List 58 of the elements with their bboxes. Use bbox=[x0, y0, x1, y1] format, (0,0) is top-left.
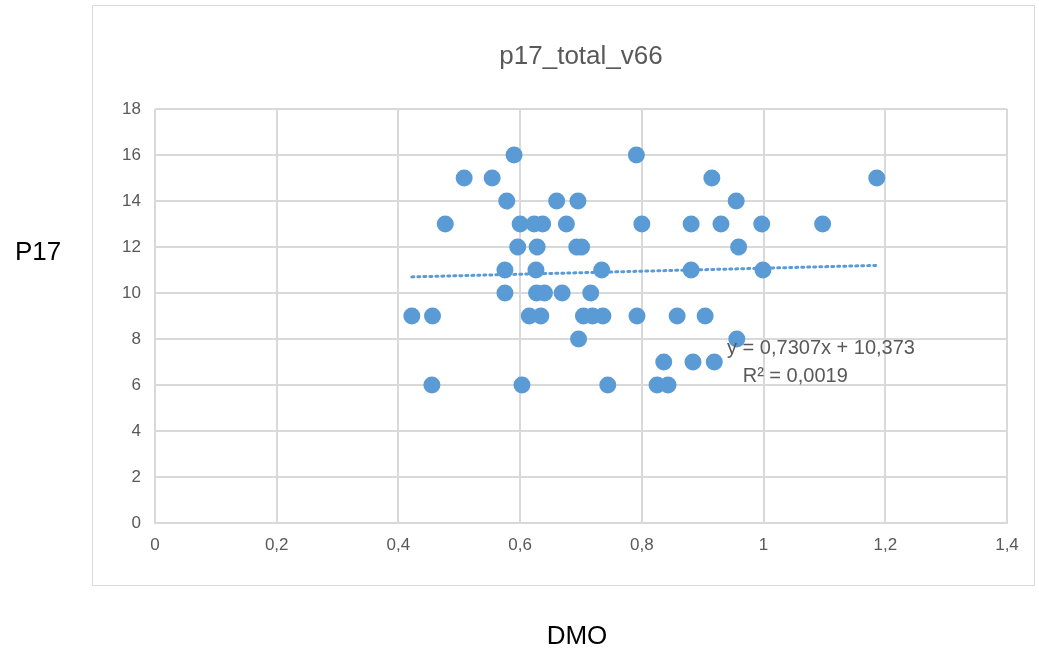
point bbox=[513, 376, 531, 394]
point bbox=[436, 215, 454, 233]
point bbox=[511, 215, 529, 233]
x-tick-label: 0,4 bbox=[386, 534, 411, 554]
x-tick-label: 0,8 bbox=[630, 534, 654, 554]
point bbox=[496, 284, 514, 302]
point bbox=[498, 192, 516, 210]
point bbox=[868, 169, 886, 187]
y-tick-label: 10 bbox=[122, 282, 141, 302]
point bbox=[553, 284, 571, 302]
y-tick-label: 12 bbox=[122, 236, 141, 256]
point bbox=[528, 238, 546, 256]
point bbox=[633, 215, 651, 233]
point bbox=[423, 376, 441, 394]
point bbox=[424, 307, 442, 325]
point bbox=[599, 376, 617, 394]
y-tick-label: 14 bbox=[122, 190, 141, 210]
x-tick-label: 1,4 bbox=[995, 534, 1019, 554]
point bbox=[668, 307, 686, 325]
point bbox=[569, 192, 587, 210]
chart-title: p17_total_v66 bbox=[499, 40, 663, 71]
y-tick-label: 16 bbox=[122, 144, 141, 164]
point bbox=[628, 307, 646, 325]
x-tick-label: 1 bbox=[758, 534, 769, 554]
point bbox=[696, 307, 714, 325]
point bbox=[705, 353, 723, 371]
point bbox=[655, 353, 673, 371]
y-tick-label: 8 bbox=[131, 328, 141, 348]
y-tick-label: 18 bbox=[122, 98, 141, 118]
y-tick-label: 2 bbox=[131, 466, 141, 486]
point bbox=[703, 169, 721, 187]
point bbox=[627, 146, 645, 164]
point bbox=[684, 353, 702, 371]
point bbox=[548, 192, 566, 210]
point bbox=[712, 215, 730, 233]
x-tick-label: 0 bbox=[150, 534, 160, 554]
point bbox=[509, 238, 527, 256]
point bbox=[483, 169, 501, 187]
point bbox=[570, 330, 588, 348]
y-tick-label: 0 bbox=[131, 512, 141, 532]
point bbox=[403, 307, 421, 325]
y-axis-title: P17 bbox=[14, 236, 62, 267]
x-tick-label: 0,6 bbox=[508, 534, 532, 554]
point bbox=[730, 238, 748, 256]
x-tick-label: 0,2 bbox=[264, 534, 289, 554]
point bbox=[582, 284, 600, 302]
point bbox=[753, 215, 771, 233]
y-tick-label: 4 bbox=[131, 420, 141, 440]
point bbox=[455, 169, 473, 187]
y-tick-label: 6 bbox=[131, 374, 141, 394]
point bbox=[682, 215, 700, 233]
point bbox=[557, 215, 575, 233]
x-tick-label: 1,2 bbox=[873, 534, 898, 554]
annotation: R² = 0,0019 bbox=[742, 364, 848, 387]
point bbox=[727, 192, 745, 210]
point bbox=[814, 215, 832, 233]
point bbox=[505, 146, 523, 164]
x-axis-title: DMO bbox=[546, 620, 608, 651]
